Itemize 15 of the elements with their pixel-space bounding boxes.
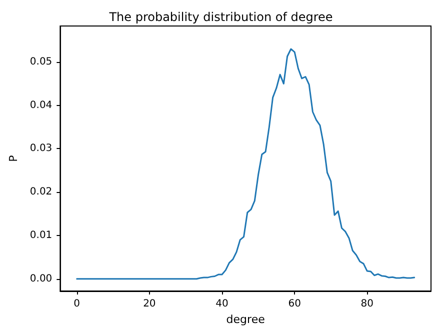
- y-tick-label: 0.03: [30, 143, 52, 154]
- y-tick-label: 0.05: [30, 56, 52, 68]
- y-axis-title: P: [7, 154, 20, 162]
- y-tick-label: 0.04: [30, 100, 52, 111]
- x-tick-label: 0: [74, 298, 80, 310]
- x-tick-label: 20: [143, 298, 156, 310]
- y-tick-label: 0.00: [30, 273, 52, 284]
- chart-title: The probability distribution of degree: [108, 10, 333, 24]
- y-tick-label: 0.02: [30, 186, 52, 198]
- line-series: [76, 48, 416, 280]
- x-axis-title: degree: [226, 312, 266, 326]
- x-tick-label: 40: [216, 298, 228, 310]
- x-tick-label: 60: [288, 298, 301, 310]
- y-tick-label: 0.01: [30, 230, 52, 241]
- x-tick-label: 80: [360, 298, 374, 310]
